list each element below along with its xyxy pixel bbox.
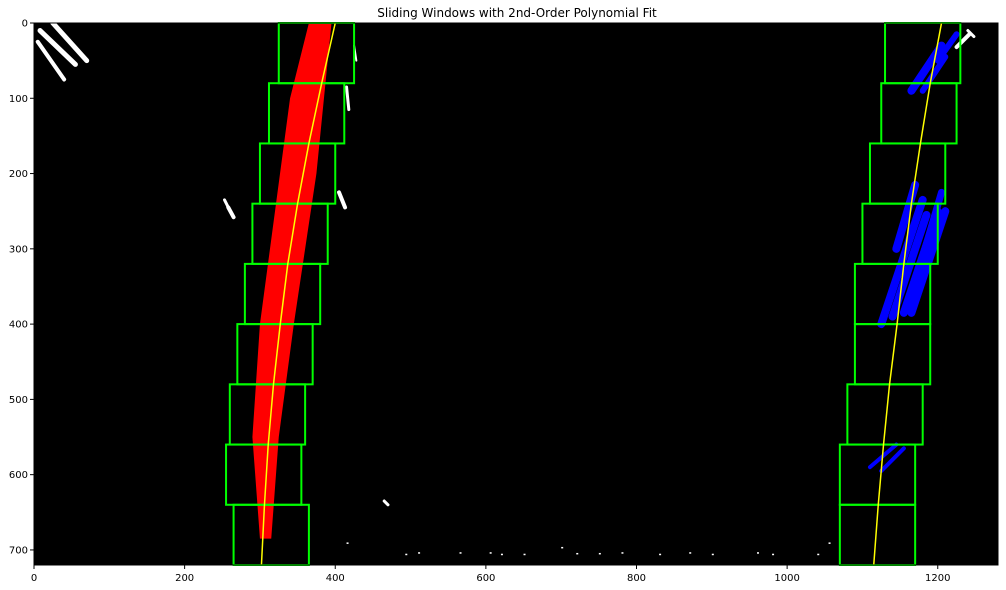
raw-pixel-speck (500, 553, 503, 556)
raw-pixel-speck (459, 552, 462, 554)
raw-pixel-speck (405, 553, 408, 556)
y-tick-label: 500 (9, 395, 28, 406)
right-lane-streak (934, 31, 960, 64)
plot-background (34, 23, 998, 565)
y-tick-label: 600 (9, 470, 28, 481)
y-tick-label: 400 (9, 320, 28, 331)
x-tick-label: 1200 (925, 573, 950, 584)
raw-pixel-speck (621, 552, 624, 554)
raw-pixel-speck (757, 552, 759, 554)
raw-pixel-blob (35, 39, 67, 82)
raw-pixel-speck (598, 552, 601, 555)
left-lane-pixels (252, 23, 332, 539)
x-tick-label: 200 (175, 573, 194, 584)
right-lane-streak (888, 210, 931, 321)
x-tick-label: 0 (31, 573, 37, 584)
right-fit-line (872, 22, 943, 566)
raw-pixel-speck (561, 546, 564, 549)
raw-pixel-blob (954, 32, 972, 50)
x-tick-label: 400 (326, 573, 345, 584)
raw-pixel-blob (37, 28, 78, 67)
plot-area (33, 20, 999, 566)
raw-pixel-blob (223, 198, 230, 209)
polynomial-fits (260, 22, 943, 566)
raw-pixel-blob (382, 499, 390, 507)
raw-pixel-speck (689, 552, 692, 554)
raw-pixel-speck (828, 542, 831, 544)
x-tick-label: 1000 (774, 573, 799, 584)
raw-pixel-speck (772, 553, 775, 556)
raw-pixel-speck (346, 542, 349, 544)
y-tick-label: 0 (22, 19, 28, 30)
y-axis: 0 100 200 300 400 500 600 700 (9, 19, 34, 556)
raw-pixel-blob (966, 29, 976, 39)
y-tick-label: 300 (9, 244, 28, 255)
raw-pixel-speck (711, 553, 714, 556)
right-lane-streak (919, 53, 949, 94)
right-lane-streak (879, 446, 906, 473)
raw-pixel-blob (337, 190, 348, 210)
raw-pixel-blob (50, 20, 90, 64)
left-fit-line (260, 22, 336, 566)
plot-frame (33, 22, 999, 566)
y-tick-label: 200 (9, 169, 28, 180)
right-lane-streak (907, 207, 950, 317)
raw-pixel-speck (523, 553, 526, 556)
y-tick-label: 100 (9, 94, 28, 105)
y-tick-label: 700 (9, 545, 28, 556)
x-tick-label: 800 (627, 573, 646, 584)
raw-pixel-blob (345, 85, 351, 112)
left-lane-band (252, 23, 332, 539)
raw-pixel-speck (817, 553, 820, 556)
raw-pixel-speck (489, 552, 492, 554)
chart-title: Sliding Windows with 2nd-Order Polynomia… (377, 6, 657, 20)
raw-pixel-speck (418, 552, 421, 554)
raw-pixel-blob (226, 205, 236, 220)
right-lane-streak (877, 195, 927, 329)
raw-pixel-layer (35, 20, 976, 556)
x-axis: 0 200 400 600 800 1000 1200 (31, 565, 950, 584)
x-tick-label: 600 (476, 573, 495, 584)
raw-pixel-speck (576, 552, 579, 555)
raw-pixel-speck (659, 553, 662, 556)
